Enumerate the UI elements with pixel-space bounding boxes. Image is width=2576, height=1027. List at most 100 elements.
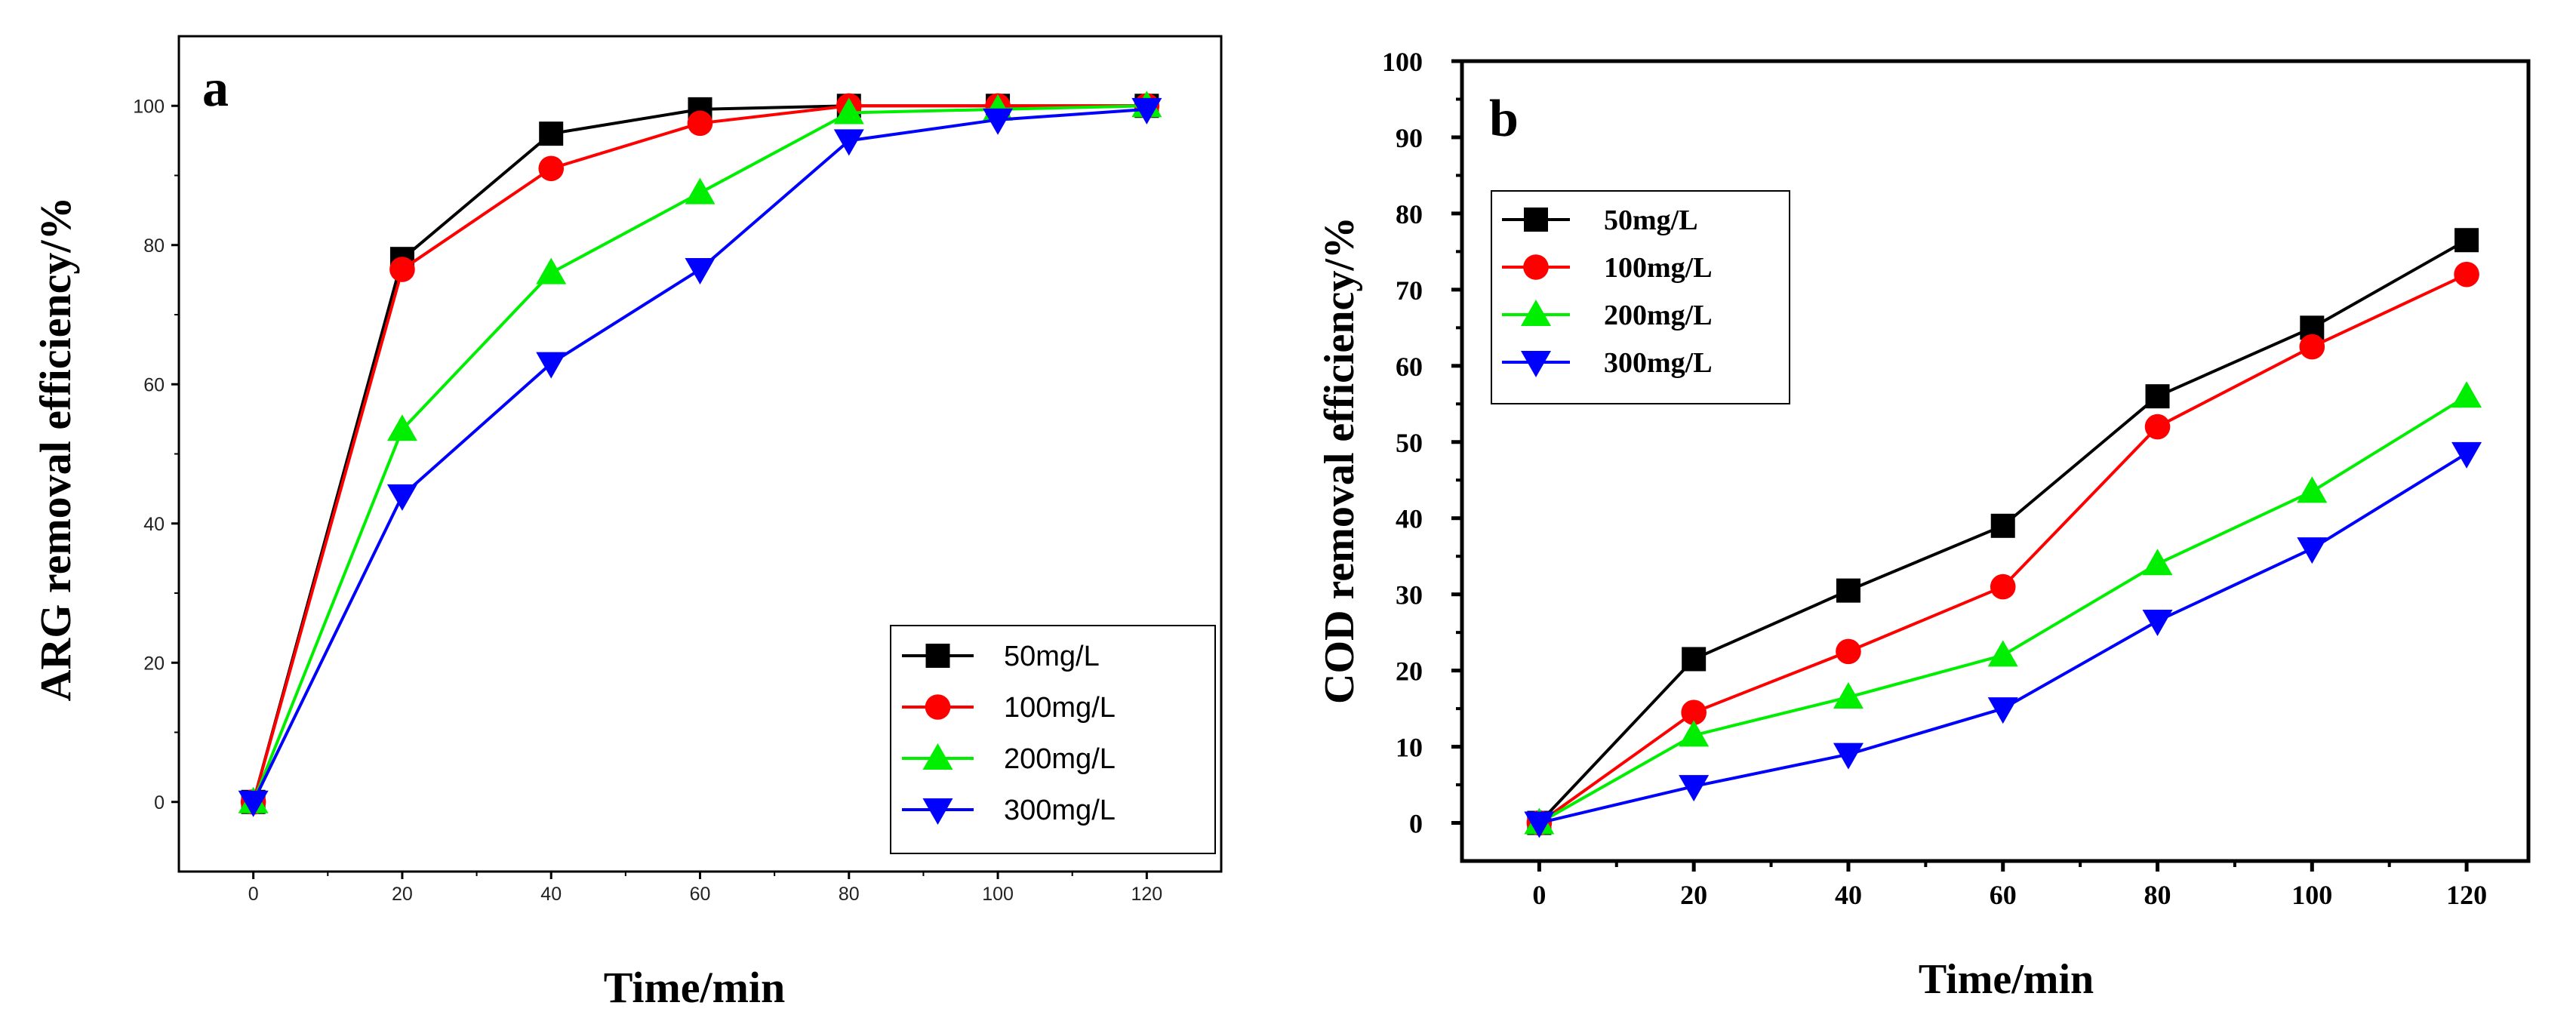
data-point [2144,414,2171,440]
y-tick-label: 0 [1409,809,1423,839]
data-point [2297,537,2328,564]
legend-label: 100mg/L [1604,252,1713,284]
y-tick-label: 100 [133,96,165,117]
legend-marker [922,798,953,825]
data-point [983,108,1014,135]
data-point [2451,381,2482,408]
y-tick-label: 60 [143,374,165,395]
y-axis-title: ARG removal efficiency/% [31,197,80,702]
data-point [1987,697,2018,724]
legend-label: 300mg/L [1604,347,1713,379]
data-point [685,177,716,204]
y-tick-label: 60 [1396,352,1423,382]
data-point [1833,681,1864,709]
data-point [1836,578,1860,603]
x-tick-label: 60 [690,884,711,905]
data-point [1833,743,1864,770]
legend-label: 50mg/L [1604,204,1698,236]
data-point [685,258,716,285]
series-line [1538,395,2468,825]
y-tick-label: 70 [1396,275,1423,306]
data-point [1131,97,1162,125]
data-point [2299,334,2325,360]
data-point [2297,476,2328,503]
x-tick-label: 0 [248,884,259,905]
data-point [2142,549,2173,576]
data-point [2145,384,2170,409]
data-point [1682,647,1707,672]
x-tick-label: 20 [392,884,413,905]
x-tick-label: 0 [1532,880,1546,910]
y-tick-label: 100 [1382,47,1423,77]
legend-label: 200mg/L [1004,743,1116,775]
data-point [2454,261,2479,287]
x-tick-label: 120 [2446,880,2487,910]
data-point [386,484,417,511]
y-tick-label: 90 [1396,123,1423,153]
panel-label: a [202,60,229,118]
chart-panel-b: 0 20 40 60 80 100 120 0 10 20 30 40 50 60 70 80 90 100 Tim… [1316,47,2531,1003]
legend-label: 200mg/L [1604,300,1713,331]
data-point [1679,775,1710,802]
legend: 50mg/L 100mg/L 200mg/L 300mg/L [890,625,1216,854]
data-point [1679,720,1710,747]
legend-marker [1523,254,1549,280]
x-axis-title: Time/min [1919,956,2094,1003]
legend-marker [1521,300,1551,326]
y-tick-label: 80 [1396,199,1423,229]
panel-label: b [1489,90,1519,148]
data-point [833,97,864,125]
data-point [1524,811,1555,838]
data-point [1990,573,2016,600]
y-tick-label: 50 [1396,428,1423,458]
x-tick-label: 100 [982,884,1014,905]
y-tick-label: 40 [1396,504,1423,534]
data-point [238,790,269,817]
legend-marker [925,644,950,668]
legend-label: 300mg/L [1004,795,1116,826]
x-axis-title: Time/min [604,963,786,1012]
data-point [2142,610,2173,636]
legend-marker [922,743,953,770]
data-point [2454,228,2479,253]
x-tick-label: 40 [540,884,562,905]
x-tick-label: 100 [2291,880,2332,910]
series-300mg/L [1524,441,2482,838]
data-point [536,257,567,284]
legend-marker [1524,208,1548,232]
series-200mg/L [1524,381,2482,835]
x-tick-label: 40 [1835,880,1862,910]
chart-panel-a: 0 20 40 60 80 100 120 0 20 40 60 80 100 Time/min ARG r… [31,35,1223,1012]
data-point [1990,513,2015,538]
data-point [536,352,567,379]
data-point [833,129,864,156]
data-point [2451,441,2482,469]
y-tick-label: 80 [143,235,165,257]
data-point [1681,700,1707,725]
data-point [389,257,415,282]
plot-frame [1460,59,2531,863]
data-point [1836,638,1861,665]
data-point [687,110,713,137]
data-point [386,414,417,441]
y-tick-label: 10 [1396,733,1423,763]
x-tick-label: 80 [839,884,860,905]
series-line [1538,452,2468,825]
series-300mg/L [238,97,1162,817]
data-point [538,155,565,182]
y-tick-label: 30 [1396,580,1423,610]
y-tick-label: 20 [143,653,165,674]
y-tick-label: 20 [1396,656,1423,687]
x-tick-label: 80 [2144,880,2171,910]
x-tick-label: 120 [1131,884,1162,905]
data-point [1987,640,2018,667]
y-tick-label: 40 [143,514,165,535]
y-tick-label: 0 [154,792,165,813]
x-tick-label: 60 [1990,880,2017,910]
legend: 50mg/L 100mg/L 200mg/L 300mg/L [1491,190,1790,404]
legend-marker [1521,351,1551,377]
x-tick-label: 20 [1680,880,1707,910]
data-point [539,121,564,146]
legend-label: 100mg/L [1004,692,1116,724]
